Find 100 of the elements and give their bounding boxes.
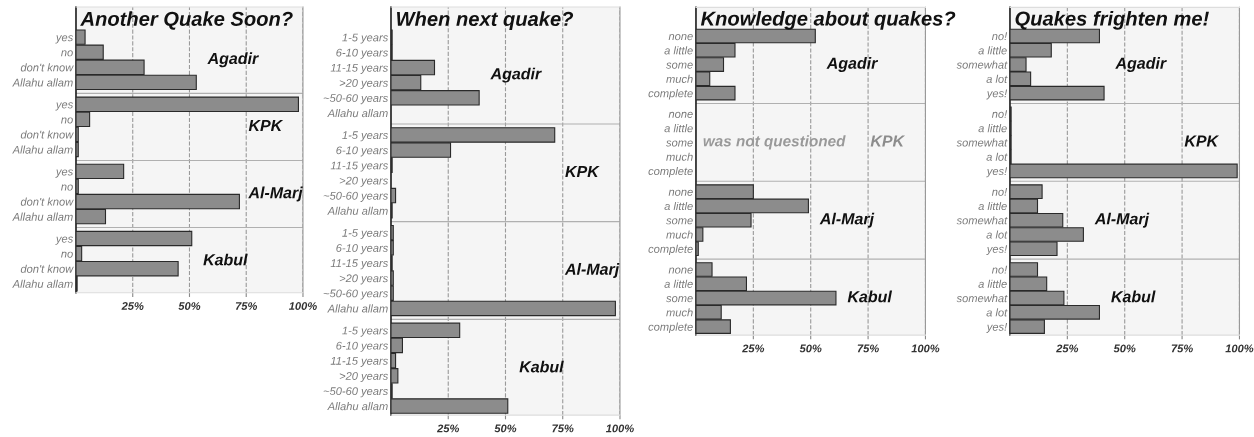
y-tick-label: a little <box>978 201 1007 211</box>
y-tick-label: 1-5 years <box>342 131 388 142</box>
x-tick-label: 75% <box>857 344 879 353</box>
y-tick-label: yes <box>55 169 73 178</box>
series-label: Al-Marj <box>819 212 875 228</box>
y-tick-label: a lot <box>986 230 1008 239</box>
y-tick-label: >20 years <box>339 372 388 383</box>
legend-label: KPK <box>870 135 906 147</box>
y-tick-label: yes! <box>986 167 1008 178</box>
series-label: Agadir <box>490 67 542 83</box>
x-tick-label: 50% <box>799 344 822 353</box>
y-tick-label: a little <box>664 124 693 133</box>
y-tick-label: don't know <box>20 197 74 206</box>
y-tick-label: Allahu allam <box>327 402 388 411</box>
y-tick-label: 11-15 years <box>330 161 388 172</box>
annotation: was not questioned <box>703 135 846 150</box>
chart-title: When next quake? <box>397 11 574 31</box>
y-tick-label: 11-15 years <box>330 259 388 270</box>
x-tick-label: 25% <box>1056 344 1079 353</box>
y-tick-label: ~50-60 years <box>323 191 388 202</box>
y-tick-label: 1-5 years <box>342 326 388 337</box>
x-tick-label: 25% <box>742 344 765 353</box>
y-tick-label: yes! <box>986 322 1008 333</box>
y-tick-label: Allahu allam <box>327 206 388 215</box>
y-tick-label: >20 years <box>339 176 388 187</box>
y-tick-label: much <box>666 230 693 239</box>
y-tick-label: 1-5 years <box>342 229 388 239</box>
series-label: Kabul <box>203 253 248 266</box>
series-label: Kabul <box>519 360 564 373</box>
y-tick-label: no <box>61 117 73 124</box>
y-tick-label: yes! <box>986 89 1008 100</box>
x-tick-label: 50% <box>494 424 517 433</box>
series-label: KPK <box>248 120 284 132</box>
y-tick-label: some <box>666 218 693 225</box>
y-tick-label: don't know <box>20 264 74 273</box>
series-label: Kabul <box>1111 290 1156 303</box>
x-tick-label: 75% <box>1171 344 1193 353</box>
y-tick-label: a little <box>978 124 1007 133</box>
y-tick-label: no <box>61 251 73 258</box>
y-tick-label: yes <box>55 35 73 44</box>
y-tick-label: a lot <box>986 152 1008 161</box>
x-tick-label: 100% <box>911 344 940 353</box>
y-tick-label: a little <box>664 279 693 288</box>
series-label: Al-Marj <box>564 263 620 278</box>
y-tick-label: 11-15 years <box>330 63 388 74</box>
series-label: Agadir <box>826 57 879 72</box>
x-tick-label: 25% <box>436 424 460 433</box>
y-tick-label: yes! <box>986 245 1008 256</box>
y-tick-label: somewhat <box>956 60 1008 69</box>
y-tick-label: no <box>61 184 73 191</box>
x-tick-label: 100% <box>605 424 634 433</box>
y-tick-label: some <box>666 62 693 69</box>
y-tick-label: Allahu allam <box>12 279 73 288</box>
y-tick-label: much <box>666 308 693 317</box>
y-tick-label: 6-10 years <box>336 146 388 157</box>
x-tick-label: 100% <box>1225 344 1254 353</box>
y-tick-label: Allahu allam <box>327 108 388 118</box>
y-tick-label: Allahu allam <box>327 304 388 313</box>
y-tick-label: Allahu allam <box>12 212 73 221</box>
y-tick-label: yes <box>55 102 73 111</box>
series-label: KPK <box>565 165 600 177</box>
y-tick-label: none <box>668 189 693 196</box>
y-tick-label: no! <box>991 32 1008 41</box>
x-tick-label: 75% <box>235 302 258 310</box>
x-tick-label: 50% <box>1113 344 1136 353</box>
y-tick-label: ~50-60 years <box>323 289 388 300</box>
series-label: Al-Marj <box>248 186 303 202</box>
y-tick-label: much <box>666 74 693 83</box>
y-tick-label: 6-10 years <box>336 244 388 255</box>
x-tick-label: 50% <box>178 302 201 310</box>
y-tick-label: >20 years <box>339 274 388 285</box>
y-tick-label: no! <box>991 188 1008 196</box>
y-tick-label: a little <box>978 279 1007 288</box>
y-tick-label: 11-15 years <box>330 357 388 367</box>
y-tick-label: complete <box>648 166 693 178</box>
y-tick-label: none <box>668 111 693 118</box>
y-tick-label: Allahu allam <box>12 78 73 87</box>
chart-title: Knowledge about quakes? <box>700 10 956 30</box>
y-tick-label: yes <box>55 236 73 245</box>
series-label: Al-Marj <box>1094 212 1150 228</box>
y-tick-label: no! <box>991 110 1008 118</box>
y-tick-label: none <box>668 267 693 274</box>
y-tick-label: a lot <box>986 308 1008 317</box>
y-tick-label: ~50-60 years <box>323 387 388 398</box>
chart-title: Quakes frighten me! <box>1015 10 1209 30</box>
y-tick-label: ~50-60 years <box>323 94 388 105</box>
y-tick-label: somewhat <box>956 294 1008 303</box>
y-tick-label: don't know <box>20 63 74 72</box>
y-tick-label: somewhat <box>956 216 1008 225</box>
y-tick-label: none <box>668 34 693 41</box>
y-tick-label: some <box>666 140 693 147</box>
y-tick-label: complete <box>648 322 693 333</box>
series-label: Kabul <box>847 290 893 303</box>
x-tick-label: 25% <box>121 302 144 310</box>
y-tick-label: 1-5 years <box>342 33 388 44</box>
y-tick-label: a little <box>664 201 693 211</box>
x-tick-label: 75% <box>552 424 574 433</box>
y-tick-label: some <box>666 296 693 303</box>
y-tick-label: no <box>61 50 73 57</box>
y-tick-label: no! <box>991 265 1008 274</box>
